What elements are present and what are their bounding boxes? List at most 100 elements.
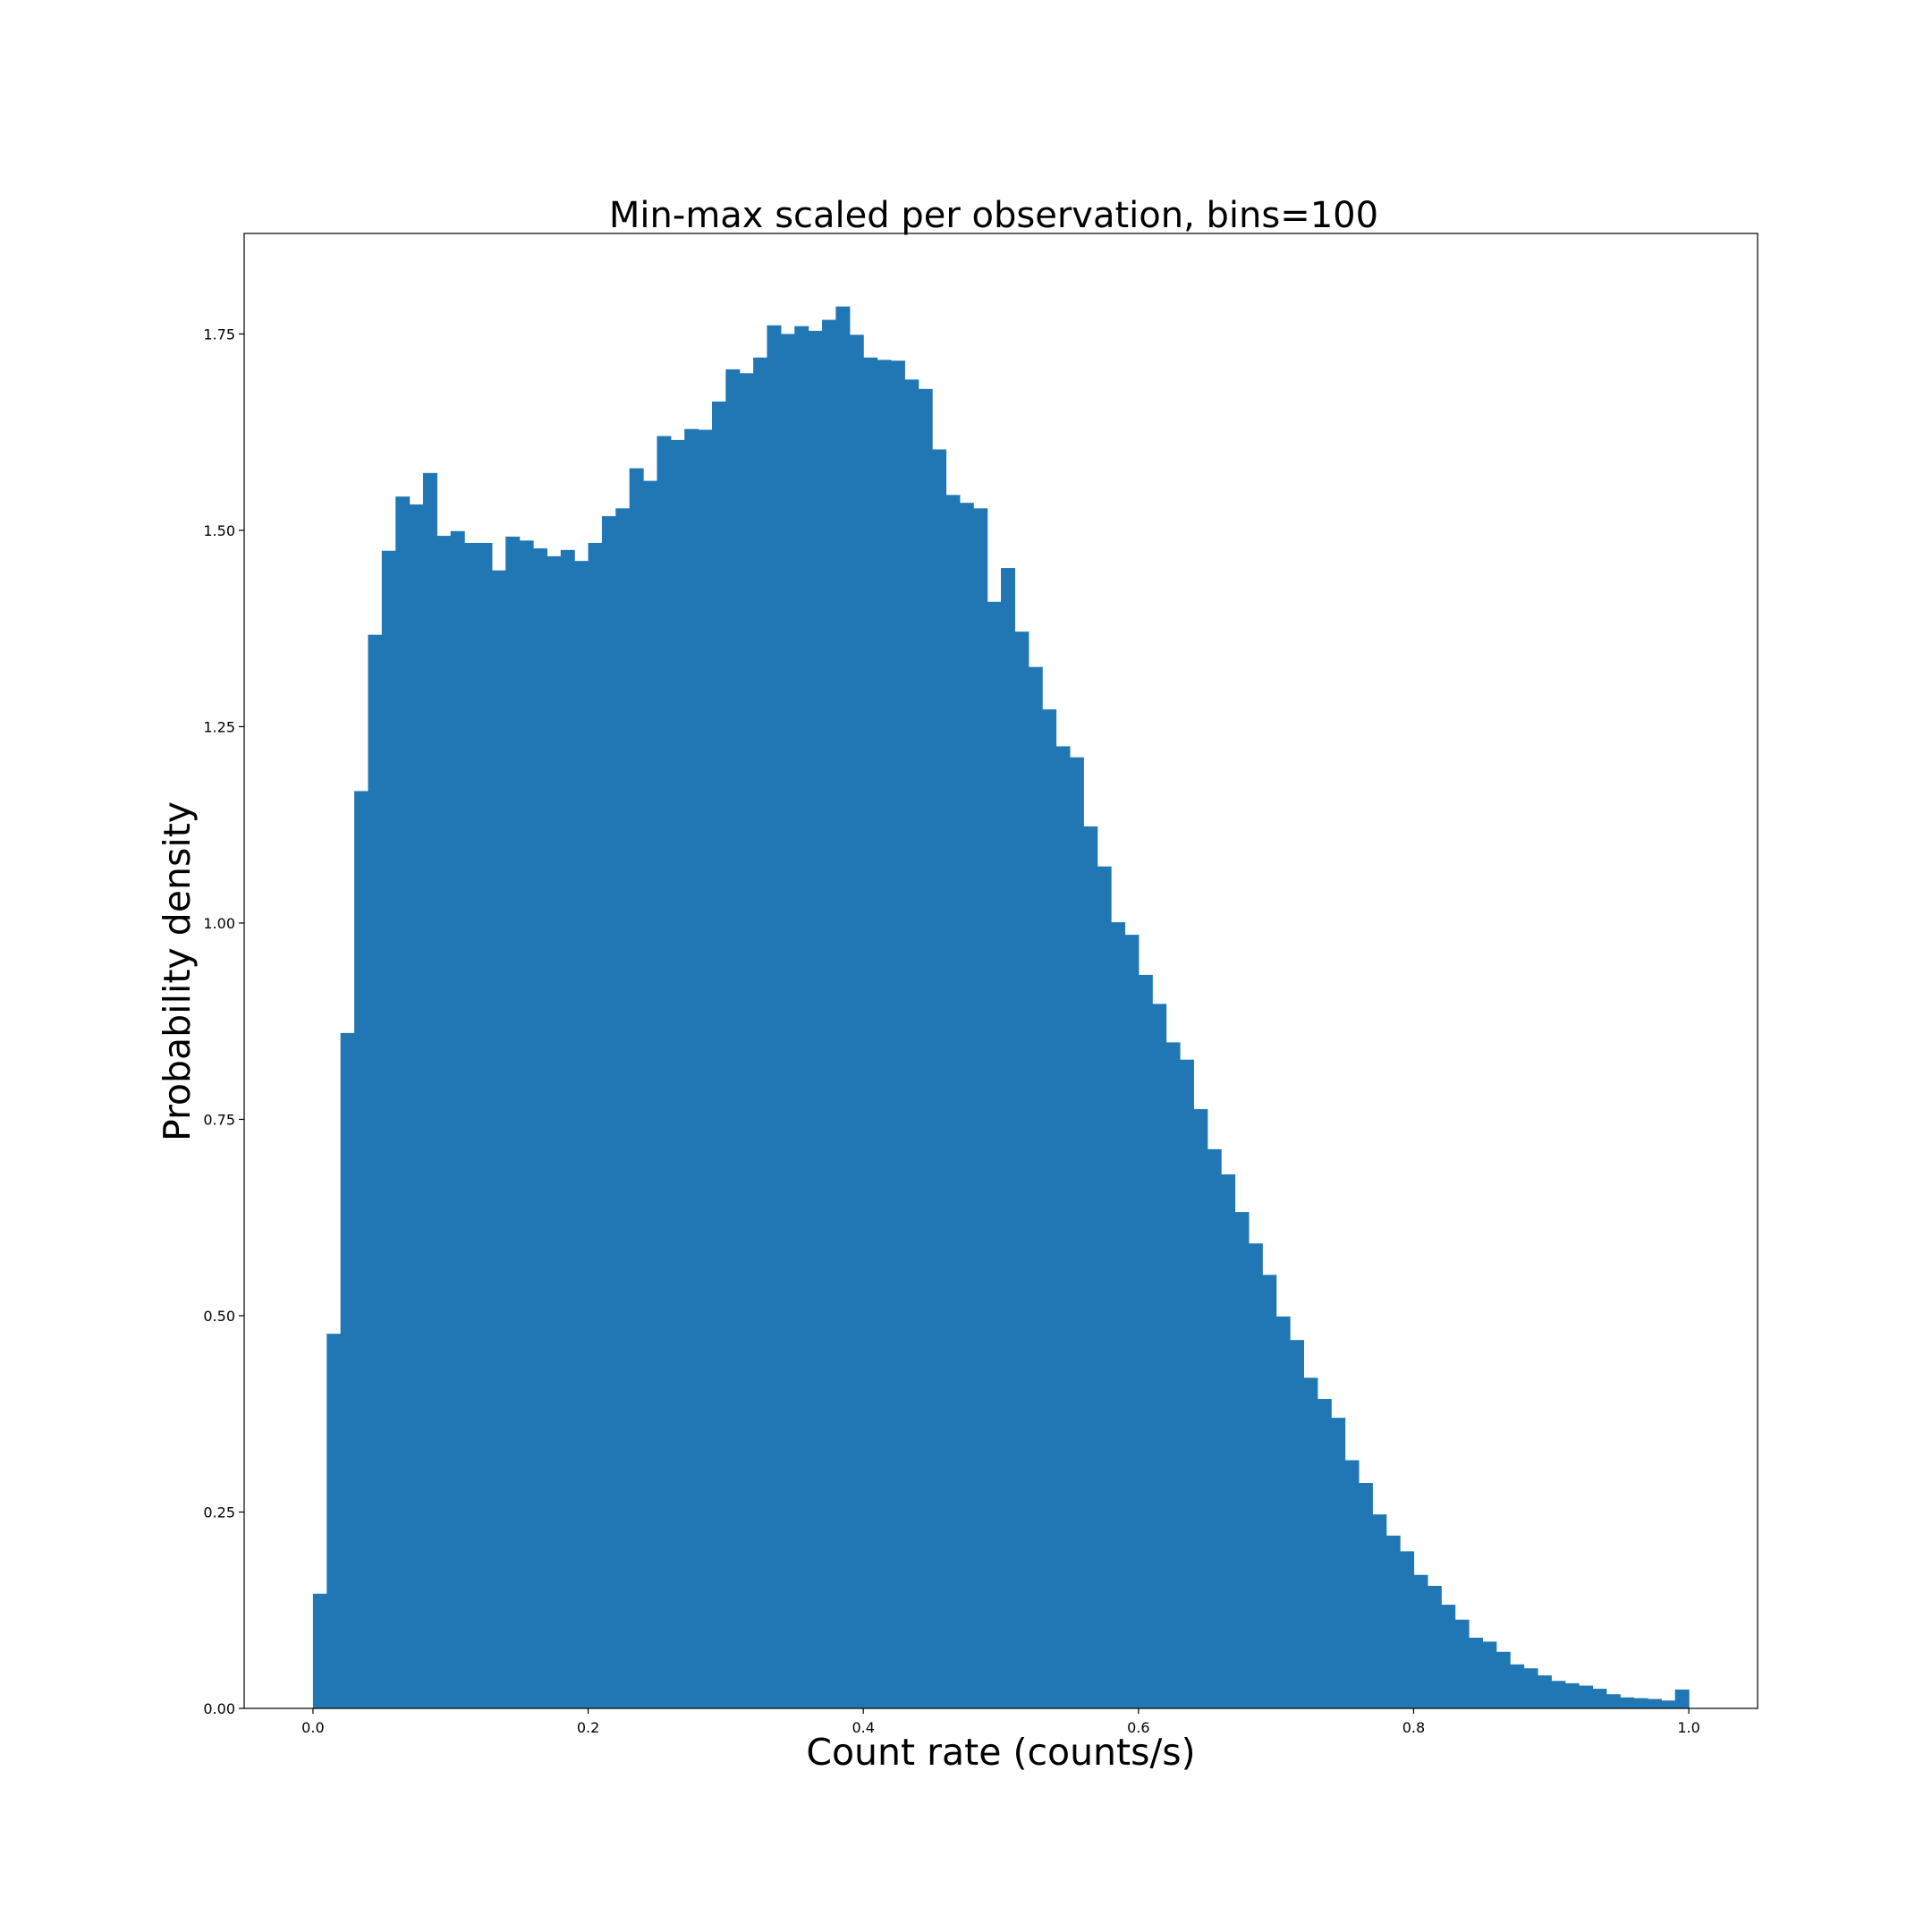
histogram-bar [1592, 1689, 1607, 1708]
histogram-bar [409, 504, 424, 1708]
x-tick-label: 0.8 [1402, 1719, 1425, 1736]
x-tick-label: 0.0 [301, 1719, 324, 1736]
histogram-bar [547, 555, 562, 1709]
histogram-bar [1165, 1042, 1181, 1708]
histogram-bar [395, 496, 411, 1709]
histogram-bar [1124, 935, 1140, 1708]
x-tick-label: 1.0 [1677, 1719, 1699, 1736]
histogram-bar [1248, 1243, 1263, 1708]
histogram-bar [1579, 1685, 1594, 1708]
histogram-bar [1262, 1275, 1277, 1708]
histogram-bar [739, 373, 754, 1709]
histogram-bar [464, 542, 479, 1709]
histogram-bar [1303, 1377, 1318, 1708]
histogram-bar [959, 503, 974, 1708]
histogram-bar [1633, 1698, 1648, 1708]
histogram-bar [1234, 1212, 1250, 1708]
histogram-bar [326, 1334, 342, 1708]
x-axis-label: Count rate (counts/s) [806, 1731, 1195, 1774]
histogram-bar [1001, 568, 1015, 1708]
x-tick-label: 0.6 [1127, 1719, 1149, 1736]
histogram-bar [657, 436, 672, 1709]
histogram-bar [711, 401, 726, 1708]
histogram-bar [918, 388, 933, 1709]
histogram-bar [670, 439, 685, 1709]
histogram-bar [1083, 826, 1098, 1708]
histogram-bar [1385, 1535, 1401, 1708]
histogram-bar [1193, 1109, 1208, 1708]
histogram-bar [368, 634, 383, 1708]
histogram-bar [560, 549, 575, 1708]
histogram-bar [1564, 1682, 1580, 1708]
histogram-bar [684, 428, 699, 1708]
histogram-bar [1496, 1651, 1511, 1708]
y-axis-label: Probability density [156, 801, 199, 1141]
histogram-bar [450, 530, 465, 1708]
y-tick-label: 0.25 [203, 1504, 235, 1521]
histogram-bar [1372, 1514, 1387, 1708]
histogram-bar [945, 495, 961, 1709]
histogram-bar [381, 550, 396, 1708]
histogram-bar [1523, 1668, 1538, 1708]
histogram-bar [601, 516, 616, 1708]
histogram-bar [478, 542, 493, 1709]
histogram-bar [1028, 666, 1043, 1708]
histogram-bar [1427, 1586, 1442, 1708]
histogram-bar [863, 357, 878, 1708]
histogram-bar [629, 468, 644, 1708]
histogram-bar [822, 319, 837, 1708]
histogram-bar [1620, 1697, 1635, 1708]
x-axis-ticks: 0.0 0.2 0.4 0.6 0.8 1.0 [301, 1708, 1700, 1736]
histogram-bar [835, 306, 851, 1708]
y-tick-label: 0.75 [203, 1111, 235, 1128]
histogram-bar [1138, 974, 1153, 1708]
histogram-bar [987, 601, 1002, 1708]
histogram-bar [808, 330, 823, 1709]
histogram-bar [519, 540, 534, 1708]
histogram-bar [1400, 1551, 1415, 1708]
histogram-bar [1014, 631, 1030, 1709]
histogram-bar [1674, 1689, 1690, 1708]
y-tick-label: 1.00 [203, 915, 235, 932]
histogram-bar [1179, 1059, 1194, 1708]
chart-title: Min-max scaled per observation, bins=100 [609, 195, 1378, 236]
histogram-bar [1331, 1418, 1346, 1708]
histogram-bar [1510, 1664, 1525, 1708]
histogram-bar [932, 449, 947, 1708]
y-tick-label: 1.75 [203, 326, 235, 343]
histogram-bar [1344, 1460, 1360, 1708]
histogram-bar [340, 1032, 355, 1708]
histogram-bar [1647, 1699, 1662, 1708]
histogram-bar [1661, 1700, 1676, 1708]
x-tick-label: 0.2 [577, 1719, 599, 1736]
histogram-bar [904, 379, 919, 1709]
histogram-bar [890, 360, 905, 1709]
histogram-bar [1468, 1637, 1483, 1708]
histogram-bar [491, 570, 506, 1708]
histogram-bar [1290, 1340, 1304, 1708]
histogram-bar [1454, 1619, 1470, 1708]
histogram-bar [794, 326, 809, 1708]
histogram-bar [1551, 1681, 1566, 1708]
y-tick-label: 1.25 [203, 718, 235, 735]
histogram-bar [1441, 1605, 1456, 1708]
histogram-bar [753, 357, 768, 1708]
y-tick-label: 1.50 [203, 522, 235, 539]
histogram-bar [422, 472, 437, 1708]
histogram-bar [1152, 1004, 1167, 1708]
histogram-bar [877, 360, 892, 1709]
histogram-bar [1606, 1694, 1621, 1708]
histogram-bar [643, 480, 658, 1708]
histogram-bars [312, 306, 1690, 1709]
histogram-bar [1358, 1482, 1373, 1708]
histogram-bar [1069, 757, 1084, 1708]
histogram-bar [1275, 1316, 1291, 1708]
x-tick-label: 0.4 [852, 1719, 874, 1736]
histogram-bar [1413, 1574, 1428, 1708]
histogram-bar [849, 335, 864, 1708]
histogram-bar [1207, 1148, 1222, 1708]
histogram-bar [973, 508, 988, 1709]
histogram-bar [1317, 1399, 1332, 1708]
histogram-bar [725, 369, 741, 1709]
